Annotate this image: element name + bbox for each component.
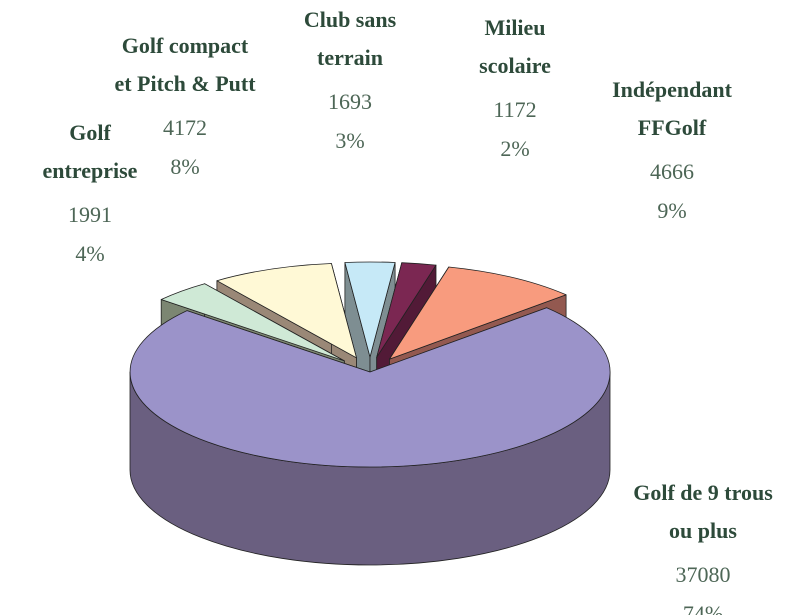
slice-label: Golf compact et Pitch & Putt (114, 33, 256, 96)
slice-value: 1693 (328, 89, 372, 114)
slice (129, 307, 611, 468)
label-line: FFGolf (638, 115, 707, 140)
slice (376, 262, 437, 358)
label-line: et Pitch & Putt (114, 71, 256, 96)
label-line: Club sans (304, 7, 397, 32)
slice-value: 4172 (163, 115, 207, 140)
slice-label: Indépendant FFGolf (612, 77, 733, 140)
slice-value: 1991 (68, 202, 112, 227)
slice-label: Golf de 9 trous ou plus (633, 480, 773, 543)
slice-label: Club sans terrain (304, 7, 397, 70)
slice-percent: 74% (683, 601, 723, 615)
slice (160, 283, 345, 362)
slice-value: 37080 (676, 562, 731, 587)
slice-label: Milieu scolaire (479, 15, 551, 78)
slice-value: 1172 (493, 97, 536, 122)
slice-percent: 8% (170, 154, 199, 179)
label-line: scolaire (479, 53, 551, 78)
slice (216, 263, 357, 359)
slice-value: 4666 (650, 159, 694, 184)
slice (389, 266, 567, 360)
label-line: Golf compact (122, 33, 249, 58)
slice-percent: 2% (500, 136, 529, 161)
label-line: Milieu (484, 15, 545, 40)
label-line: Golf (69, 120, 111, 145)
slice-percent: 3% (335, 128, 364, 153)
label-line: ou plus (669, 518, 737, 543)
slice-label: Golf entreprise (43, 120, 138, 183)
label-line: Golf de 9 trous (633, 480, 773, 505)
slice-percent: 9% (657, 198, 686, 223)
slice (344, 261, 396, 358)
slice-percent: 4% (75, 241, 104, 266)
label-line: terrain (317, 45, 383, 70)
label-line: entreprise (43, 158, 138, 183)
label-line: Indépendant (612, 77, 733, 102)
